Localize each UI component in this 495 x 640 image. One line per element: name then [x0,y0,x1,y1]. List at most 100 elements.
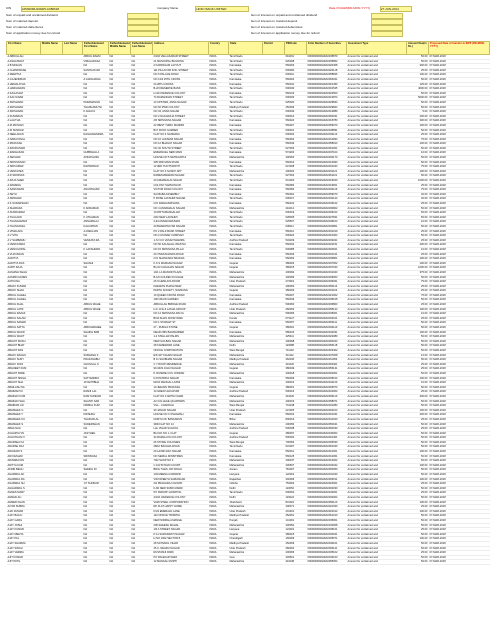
state-cell: Gujarat [228,265,263,271]
first-name-cell: ABHAY SHAH [6,288,41,294]
sum-interest-deposit-field[interactable] [371,19,404,25]
father-middle-name-cell: NA [108,426,131,432]
table-row: A KUMARAN NA NA NA NO 2 NAGARAJA STREET INDIA… [6,114,490,120]
pincode-cell: 400069 [284,275,307,281]
folio-number-cell: 0000000000HDA0035102 [306,376,347,382]
table-row: A M SUNDAR NA NA NA B17 ROCK GARDEN INDIA Tami… [6,128,490,134]
district-cell [262,509,285,515]
sum-matured-debentures-field[interactable] [126,25,159,31]
folio-number-cell: 0000000000HDA0000401 [306,362,347,368]
middle-name-cell [40,215,63,221]
country-cell: INDIA [208,362,229,368]
district-cell [262,422,285,428]
first-name-cell: ABHIJIT BHAT [6,343,41,349]
father-last-name-cell: NA [130,183,153,189]
table-row: AADITYA NA NA NA C/O SHANKARA SRADHA INDIA Kar… [6,256,490,262]
country-cell: INDIA [208,467,229,473]
first-name-cell: ABHIRAM JAI [6,403,41,409]
first-name-cell: AJAY VERMA [6,550,41,556]
district-cell [262,109,285,115]
pincode-cell: 831001 [284,500,307,506]
last-name-cell [62,210,83,216]
father-last-name-cell: NA [130,371,153,377]
table-row: ADI KESHAV SRINIVASA NA NA NO SERIAL MINISTR… [6,454,490,460]
investment-type-cell: Amount for unclaimed and [346,362,407,368]
father-last-name-cell: NA [130,265,153,271]
state-cell: Delhi [228,343,263,349]
father-last-name-cell: NA [130,339,153,345]
sum-unpaid-dividend-field[interactable] [126,13,159,19]
middle-name-cell [40,376,63,382]
address-cell: PO 2 PALK BANK STREET [152,229,209,235]
state-cell: Tamil Nadu [228,215,263,221]
sum-interest-debentures-field[interactable] [371,25,404,31]
country-cell: INDIA [208,495,229,501]
district-cell [262,238,285,244]
middle-name-cell [40,500,63,506]
address-cell: NO 32 SOUTH STREET [152,146,209,152]
district-cell [262,523,285,529]
sum-interest-application-field[interactable] [371,31,404,37]
address-cell: E/8 447 KALWA NAGAR [152,353,209,359]
first-name-cell: ABHIJIT MUKH [6,339,41,345]
country-cell: INDIA [208,183,229,189]
middle-name-cell [40,380,63,386]
pincode-cell: 620008 [284,59,307,65]
country-cell: INDIA [208,343,229,349]
company-name-field[interactable]: HDFC BANK LIMITED [195,6,250,12]
investment-type-cell: Amount for unclaimed and [346,509,407,515]
table-row: A RAMESH NA NA NA COLONY SARVATHUR INDIA Karna… [6,183,490,189]
middle-name-cell [40,279,63,285]
address-cell: NO 1 STARLET ST [152,320,209,326]
father-first-name-cell: NIRMAL KUM [82,403,109,409]
investment-type-cell: Amount for unclaimed and [346,173,407,179]
father-middle-name-cell: NA [108,472,131,478]
pincode-cell: 122001 [284,472,307,478]
country-cell: INDIA [208,265,229,271]
proposed-transfer-date-cell: 07-MAR-2018 [428,219,490,225]
proposed-transfer-date-cell: 07-MAR-2018 [428,394,490,400]
sum-application-money-field[interactable] [126,31,159,37]
investment-type-cell: Amount for unclaimed and [346,114,407,120]
last-name-cell [62,495,83,501]
amount-due-cell: 10.00 [406,353,429,359]
date-agm-field[interactable]: 27-JUN-2014 [379,6,412,12]
sum-interest-unpaid-field[interactable] [371,13,404,19]
country-cell: INDIA [208,155,229,161]
district-cell [262,302,285,308]
table-row: A R SRINIVAS NA NA NA RAMESHWARAM NAGAR INDIA… [6,173,490,179]
father-middle-name-cell: NA [108,348,131,354]
proposed-transfer-date-cell: 07-MAR-2018 [428,206,490,212]
sum-matured-deposit-field[interactable] [126,19,159,25]
investment-type-cell: Amount for unclaimed and [346,477,407,483]
district-cell [262,54,285,60]
last-name-cell [62,422,83,428]
first-name-cell: A DEEPTHI [6,72,41,78]
proposed-transfer-date-cell: 07-MAR-2018 [428,320,490,326]
first-name-cell: ABDUL SALAM [6,316,41,322]
investment-type-cell: Amount for unclaimed and [346,394,407,400]
first-name-cell: ADI KESHAV [6,454,41,460]
country-cell: INDIA [208,68,229,74]
first-name-cell: ABHAY RAGHU [6,353,41,359]
pincode-cell: 560084 [284,183,307,189]
amount-due-cell: 50.00 [406,348,429,354]
father-last-name-cell: NA [130,77,153,83]
proposed-transfer-date-cell: 07-MAR-2018 [428,417,490,423]
table-row: AASHISH SHAH NA NA NA 14/1 LA MANOR PLAZA IND… [6,270,490,276]
amount-due-cell: 25.00 [406,366,429,372]
investment-type-cell: Amount for unclaimed and [346,302,407,308]
proposed-transfer-date-cell: 07-MAR-2018 [428,91,490,97]
middle-name-cell [40,270,63,276]
investment-type-cell: Amount for unclaimed and [346,490,407,496]
father-middle-name-cell: NA [108,541,131,547]
amount-due-cell: 75.00 [406,164,429,170]
last-name-cell [62,219,83,225]
cin-field[interactable]: L65920MH1994PLC080618 [20,6,85,12]
pincode-cell: 110052 [284,486,307,492]
district-cell [262,173,285,179]
father-first-name-cell: NA [82,297,109,304]
address-cell: NO 50 KALAHALLI BASTHI [152,242,209,248]
pincode-cell: 600090 [284,68,307,74]
proposed-transfer-date-cell: 07-MAR-2018 [428,490,490,496]
